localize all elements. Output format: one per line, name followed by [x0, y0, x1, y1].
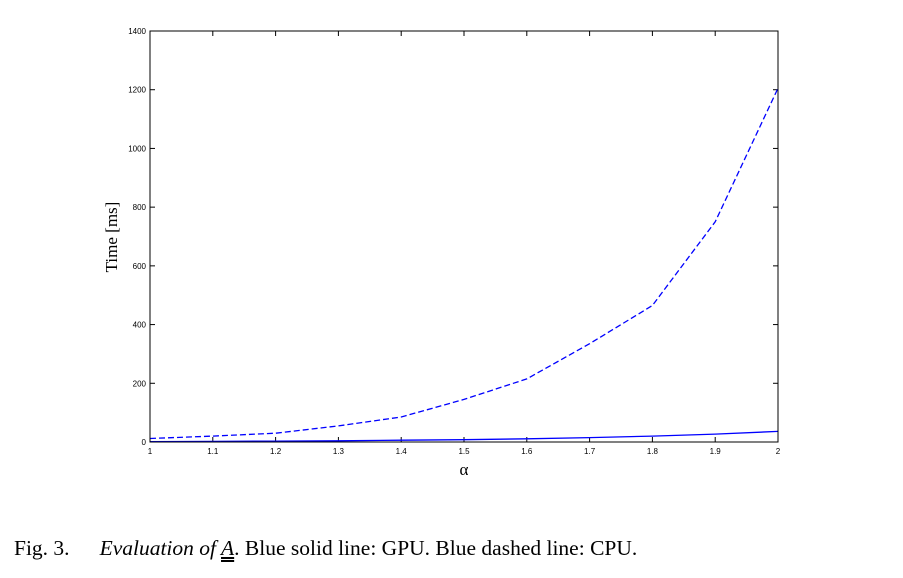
- y-tick-label: 600: [133, 262, 147, 271]
- x-tick-label: 1.6: [521, 447, 533, 456]
- y-tick-label: 400: [133, 321, 147, 330]
- figure-caption: Fig. 3. Evaluation of A. Blue solid line:…: [14, 536, 637, 561]
- caption-text: Blue solid line: GPU. Blue dashed line: …: [239, 536, 638, 560]
- caption-title-prefix: Evaluation of: [99, 536, 217, 560]
- x-tick-label: 1: [148, 447, 153, 456]
- y-tick-label: 1400: [128, 27, 146, 36]
- y-tick-label: 1200: [128, 86, 146, 95]
- x-tick-label: 1.9: [710, 447, 722, 456]
- y-tick-label: 800: [133, 203, 147, 212]
- x-tick-label: 1.2: [270, 447, 282, 456]
- x-tick-label: 1.4: [396, 447, 408, 456]
- series-dashed-line: [149, 87, 779, 440]
- axis-ticks: 1 1.1 1.2 1.3 1.4 1.5 1.6 1.7 1.8 1.9 2 0 200 400 600 8…: [128, 27, 781, 456]
- x-tick-label: 2: [776, 447, 781, 456]
- line-chart: 1 1.1 1.2 1.3 1.4 1.5 1.6 1.7 1.8 1.9 2 0 200 400 600 8…: [102, 27, 781, 479]
- caption-title: Evaluation of A: [100, 536, 235, 560]
- caption-title-suffix: .: [234, 536, 240, 560]
- y-tick-label: 200: [133, 379, 147, 388]
- series-layer: [149, 87, 779, 443]
- x-tick-label: 1.8: [647, 447, 659, 456]
- x-tick-label: 1.1: [207, 447, 219, 456]
- caption-title-symbol: A: [221, 536, 235, 560]
- series-solid-line: [149, 430, 779, 443]
- x-axis-label: α: [460, 460, 469, 479]
- figure-number: Fig. 3.: [14, 536, 70, 560]
- y-tick-label: 0: [142, 438, 147, 447]
- plot-frame: [149, 30, 779, 443]
- y-axis-label: Time [ms]: [102, 202, 121, 273]
- y-tick-label: 1000: [128, 144, 146, 153]
- x-tick-label: 1.5: [458, 447, 470, 456]
- x-tick-label: 1.7: [584, 447, 596, 456]
- x-tick-label: 1.3: [333, 447, 345, 456]
